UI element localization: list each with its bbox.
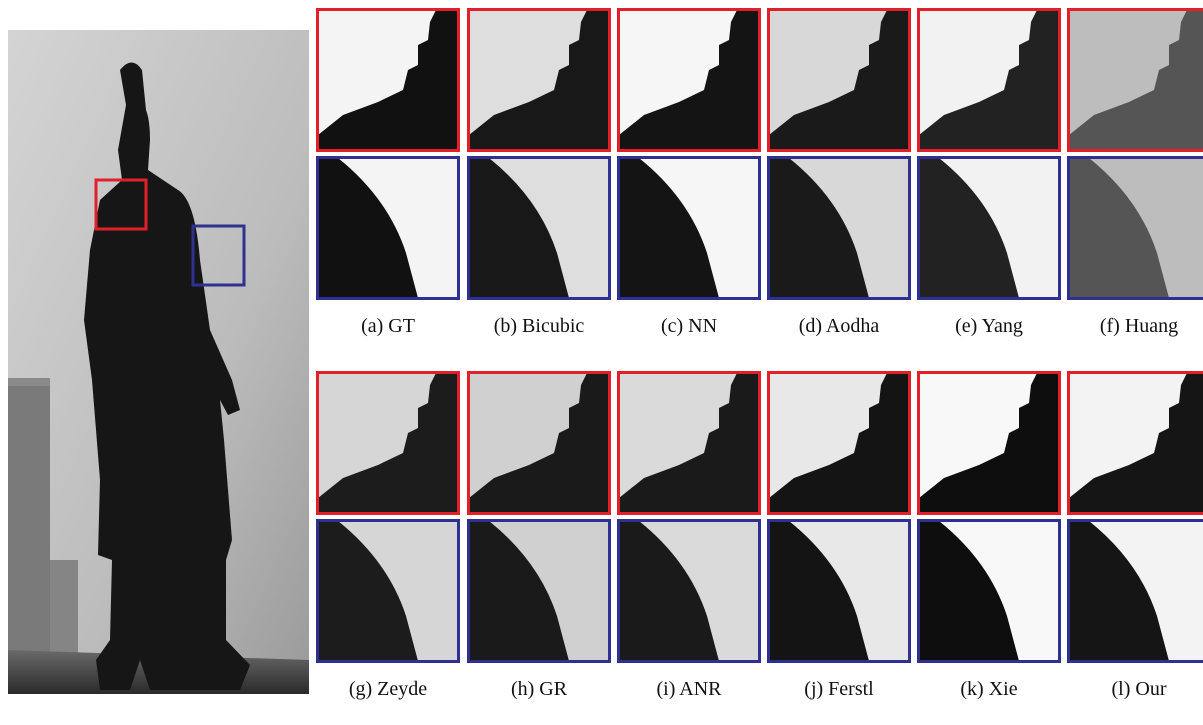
red-patch xyxy=(769,10,910,151)
red-patch xyxy=(1069,373,1203,514)
panel-label: (a) GT xyxy=(361,315,415,337)
blue-patch xyxy=(919,521,1060,662)
red-patch xyxy=(1069,10,1203,151)
figure: (a) GT (b) Bicubic (c) NN (d) Aodha (e) Yang… xyxy=(0,0,1203,725)
panel-label: (c) NN xyxy=(661,315,717,337)
method-panel: (d) Aodha xyxy=(769,10,910,338)
method-panel: (g) Zeyde xyxy=(318,373,459,701)
blue-patch xyxy=(1069,521,1203,662)
blue-patch xyxy=(919,158,1060,299)
panel-label: (g) Zeyde xyxy=(349,678,427,700)
red-patch xyxy=(919,10,1060,151)
method-panel: (c) NN xyxy=(619,10,760,338)
method-panel: (b) Bicubic xyxy=(469,10,610,338)
panel-label: (b) Bicubic xyxy=(494,315,585,337)
red-patch xyxy=(769,373,910,514)
method-panel: (e) Yang xyxy=(919,10,1060,338)
page: (a) GT (b) Bicubic (c) NN (d) Aodha (e) Yang… xyxy=(0,0,1203,725)
method-panel: (f) Huang xyxy=(1069,10,1203,338)
depth-image xyxy=(8,30,309,694)
blue-patch xyxy=(469,521,610,662)
red-patch xyxy=(318,10,459,151)
panel-label: (i) ANR xyxy=(657,678,723,700)
panel-label: (e) Yang xyxy=(955,315,1023,337)
red-patch xyxy=(919,373,1060,514)
blue-patch xyxy=(318,521,459,662)
blue-patch xyxy=(619,158,760,299)
red-patch xyxy=(469,373,610,514)
blue-patch xyxy=(769,158,910,299)
method-panel: (j) Ferstl xyxy=(769,373,910,701)
panel-label: (d) Aodha xyxy=(799,315,880,337)
red-patch xyxy=(619,10,760,151)
panel-label: (j) Ferstl xyxy=(804,678,874,700)
method-panel: (k) Xie xyxy=(919,373,1060,701)
panel-label: (l) Our xyxy=(1112,678,1167,700)
blue-patch xyxy=(1069,158,1203,299)
method-panel: (l) Our xyxy=(1069,373,1203,701)
blue-patch xyxy=(619,521,760,662)
red-patch xyxy=(318,373,459,514)
red-patch xyxy=(469,10,610,151)
blue-patch xyxy=(469,158,610,299)
blue-patch xyxy=(769,521,910,662)
method-panel: (a) GT xyxy=(318,10,459,338)
method-panel: (h) GR xyxy=(469,373,610,701)
panel-label: (k) Xie xyxy=(960,678,1017,700)
blue-patch xyxy=(318,158,459,299)
panel-label: (f) Huang xyxy=(1100,315,1178,337)
method-panel: (i) ANR xyxy=(619,373,760,701)
panel-label: (h) GR xyxy=(511,678,568,700)
red-patch xyxy=(619,373,760,514)
